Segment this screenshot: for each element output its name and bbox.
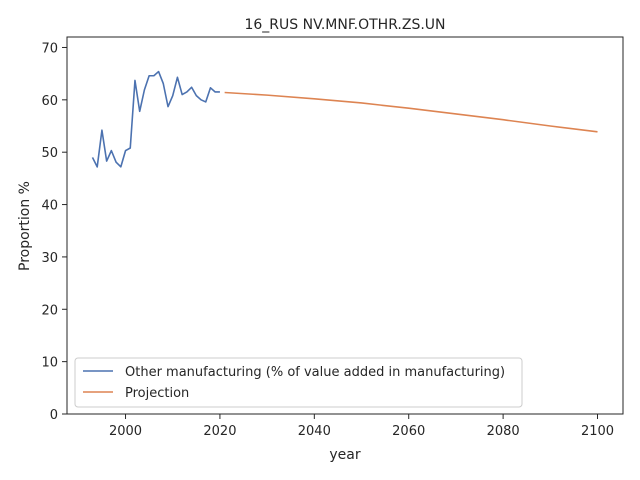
- series-line-projection: [224, 91, 598, 133]
- chart-title: 16_RUS NV.MNF.OTHR.ZS.UN: [244, 17, 445, 33]
- legend-box: [74, 357, 523, 408]
- x-tick-label: 2000: [109, 424, 142, 439]
- plot-frame: [66, 36, 624, 415]
- x-tick-label: 2060: [392, 424, 425, 439]
- y-axis: 0 10 20 30 40 50 60 70: [41, 41, 67, 423]
- x-tick-label: 2100: [581, 424, 614, 439]
- legend-label-projection: Projection: [125, 386, 189, 401]
- y-tick-label: 30: [41, 251, 58, 266]
- legend-label-observed: Other manufacturing (% of value added in…: [125, 365, 505, 380]
- x-tick-label: 2080: [487, 424, 520, 439]
- y-tick-label: 0: [50, 408, 58, 423]
- x-tick-label: 2040: [298, 424, 331, 439]
- y-tick-label: 70: [41, 41, 58, 56]
- legend: Other manufacturing (% of value added in…: [74, 357, 523, 408]
- y-tick-label: 40: [41, 199, 58, 214]
- y-axis-label: Proportion %: [17, 181, 33, 271]
- y-tick-label: 20: [41, 303, 58, 318]
- x-tick-label: 2020: [203, 424, 236, 439]
- y-tick-label: 60: [41, 94, 58, 109]
- x-axis-label: year: [329, 447, 360, 463]
- series-layer: [91, 70, 598, 168]
- x-axis: 2000 2020 2040 2060 2080 2100: [109, 414, 614, 439]
- series-line-observed: [91, 70, 220, 168]
- y-tick-label: 10: [41, 356, 58, 371]
- y-tick-label: 50: [41, 146, 58, 161]
